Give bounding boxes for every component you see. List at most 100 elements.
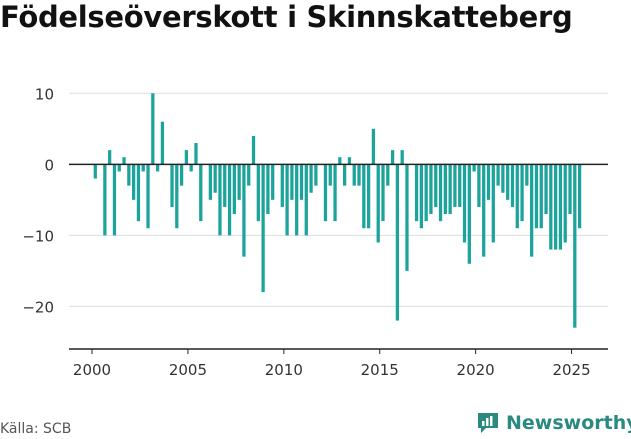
gridlines: [69, 92, 608, 307]
bar: [155, 164, 160, 172]
bar: [381, 164, 385, 222]
bar: [112, 164, 117, 236]
bar: [386, 164, 390, 186]
bar: [218, 164, 222, 236]
x-axis-ticks: 2000 2005 2010 2015 2020 2025: [73, 349, 591, 379]
bar: [366, 164, 371, 229]
bar: [266, 164, 270, 215]
bar: [179, 164, 184, 186]
x-tick-label: 2025: [552, 361, 590, 379]
bar: [530, 164, 534, 257]
bar: [117, 164, 121, 172]
bar: [491, 164, 495, 243]
bar: [558, 164, 563, 250]
bar: [458, 164, 462, 207]
bar: [333, 164, 337, 222]
bar: [314, 164, 318, 186]
x-tick-label: 2000: [73, 361, 111, 379]
y-tick-label: −20: [22, 298, 54, 316]
newsworthy-chart-logo-icon: [478, 413, 498, 433]
bar: [242, 164, 246, 257]
bar: [419, 164, 423, 229]
bar: [357, 164, 361, 186]
bar: [127, 164, 131, 186]
chart-title: Födelseöverskott i Skinnskatteberg: [0, 0, 573, 34]
bar: [184, 150, 189, 165]
bar: [525, 164, 529, 186]
bar: [251, 135, 256, 165]
bar: [136, 164, 141, 222]
bar: [261, 164, 265, 293]
bar: [405, 164, 409, 271]
bar: [544, 164, 548, 215]
bar: [573, 164, 577, 328]
bar: [462, 164, 467, 243]
bar: [424, 164, 428, 222]
bar: [362, 164, 366, 229]
bar: [568, 164, 572, 215]
bar: [122, 157, 126, 165]
bar: [213, 164, 217, 193]
bar: [506, 164, 510, 200]
brand-logo: Newsworthy: [475, 409, 631, 437]
bar: [237, 164, 241, 200]
bar: [141, 164, 145, 172]
bar: [549, 164, 553, 250]
bar: [175, 164, 179, 229]
bar: [515, 164, 519, 229]
y-tick-label: 0: [44, 156, 54, 174]
bar: [151, 93, 155, 165]
bar: [347, 157, 352, 165]
bar: [539, 164, 543, 229]
bar: [371, 128, 376, 165]
bar: [376, 164, 380, 243]
y-tick-label: −10: [22, 227, 54, 245]
bar: [453, 164, 457, 207]
y-tick-label: 10: [35, 85, 54, 103]
bar: [520, 164, 524, 222]
bar: [400, 150, 404, 165]
bar: [563, 164, 567, 243]
bar: [554, 164, 558, 250]
bar: [467, 164, 471, 264]
bar: [299, 164, 304, 200]
bar: [477, 164, 481, 207]
bar: [577, 164, 582, 229]
bar: [247, 164, 251, 186]
bar: [343, 164, 347, 186]
bar: [448, 164, 452, 215]
bar: [208, 164, 212, 200]
bar: [285, 164, 289, 236]
bar: [223, 164, 227, 207]
bar: [271, 164, 275, 200]
bar: [443, 164, 447, 215]
bar: [486, 164, 491, 200]
axes: [69, 163, 608, 350]
bar: [232, 164, 236, 215]
bars: [93, 93, 582, 328]
bar: [438, 164, 443, 222]
bar: [227, 164, 232, 236]
bar: [146, 164, 150, 229]
bar: [189, 164, 193, 172]
bar: [496, 164, 500, 186]
bar: [108, 150, 112, 165]
bar: [290, 164, 294, 200]
bar: [429, 164, 433, 215]
bar: [280, 164, 284, 207]
bar: [160, 121, 165, 165]
bar: [414, 164, 419, 222]
x-tick-label: 2005: [169, 361, 207, 379]
y-axis-ticks: 10 0 −10 −20: [22, 85, 54, 316]
bar: [338, 157, 342, 165]
bar: [93, 164, 97, 179]
bar: [482, 164, 486, 257]
bar: [434, 164, 438, 207]
bar: [472, 164, 476, 172]
x-tick-label: 2015: [361, 361, 399, 379]
bar: [103, 164, 107, 236]
bar: [501, 164, 505, 193]
bar: [304, 164, 308, 236]
bar: [309, 164, 313, 193]
bar: [352, 164, 356, 186]
